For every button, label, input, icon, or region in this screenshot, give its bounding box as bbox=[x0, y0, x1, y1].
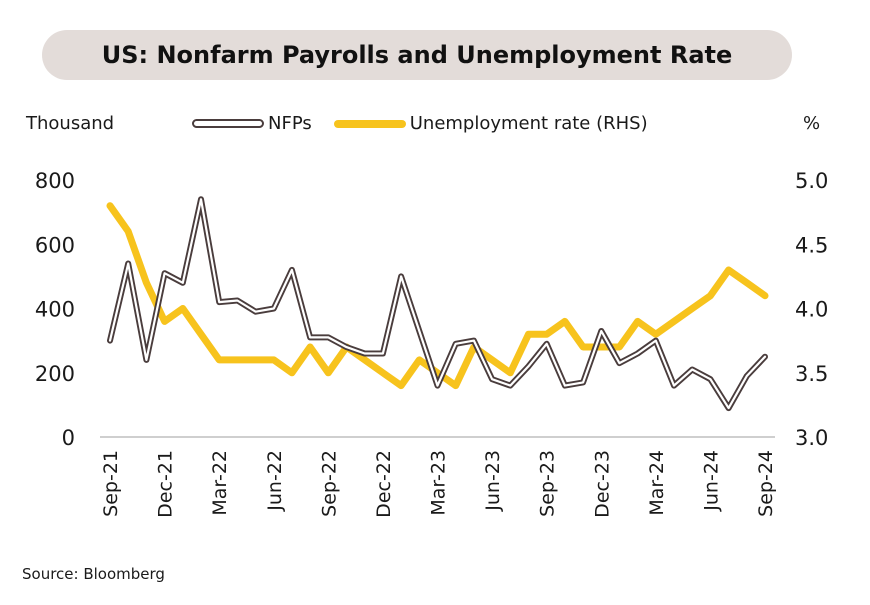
x-tick-label: Mar-22 bbox=[209, 450, 231, 516]
legend-label-unemployment: Unemployment rate (RHS) bbox=[409, 113, 648, 134]
x-tick-label: Jun-24 bbox=[700, 450, 722, 512]
chart-title-banner: US: Nonfarm Payrolls and Unemployment Ra… bbox=[42, 30, 792, 80]
y-tick-label-left: 600 bbox=[35, 233, 75, 257]
right-axis-unit: % bbox=[803, 113, 821, 134]
x-tick-label: Sep-24 bbox=[755, 450, 777, 517]
source-note: Source: Bloomberg bbox=[22, 565, 165, 583]
x-tick-label: Dec-23 bbox=[591, 450, 613, 518]
y-tick-label-left: 400 bbox=[35, 298, 75, 322]
y-tick-label-left: 800 bbox=[35, 169, 75, 193]
left-axis-unit: Thousand bbox=[26, 113, 115, 134]
legend: NFPs Unemployment rate (RHS) bbox=[192, 113, 670, 134]
x-tick-label: Mar-24 bbox=[646, 450, 668, 516]
y-tick-label-right: 3.5 bbox=[795, 362, 828, 386]
series-line-unemployment bbox=[106, 202, 769, 390]
legend-swatch-nfp bbox=[192, 119, 264, 128]
legend-item-unemployment: Unemployment rate (RHS) bbox=[333, 113, 648, 134]
series-line-nfp-inner bbox=[108, 198, 767, 410]
legend-label-nfp: NFPs bbox=[268, 113, 312, 134]
x-tick-label: Mar-23 bbox=[428, 450, 450, 516]
x-tick-label: Jun-22 bbox=[264, 450, 286, 512]
y-tick-label-right: 3.0 bbox=[795, 426, 828, 450]
y-tick-label-right: 4.5 bbox=[795, 233, 828, 257]
x-tick-label: Dec-22 bbox=[373, 450, 395, 518]
x-tick-label: Sep-21 bbox=[100, 450, 122, 517]
y-tick-label-right: 5.0 bbox=[795, 169, 828, 193]
x-tick-label: Jun-23 bbox=[482, 450, 504, 512]
series-line-nfp-outline bbox=[107, 196, 768, 412]
y-tick-label-right: 4.0 bbox=[795, 298, 828, 322]
x-tick-label: Sep-22 bbox=[318, 450, 340, 517]
chart-title: US: Nonfarm Payrolls and Unemployment Ra… bbox=[101, 41, 733, 69]
legend-item-nfp: NFPs bbox=[192, 113, 312, 134]
x-tick-label: Sep-23 bbox=[537, 450, 559, 517]
y-tick-label-left: 200 bbox=[35, 362, 75, 386]
y-tick-label-left: 0 bbox=[62, 426, 75, 450]
legend-swatch-unemployment bbox=[333, 119, 406, 128]
x-tick-label: Dec-21 bbox=[155, 450, 177, 518]
